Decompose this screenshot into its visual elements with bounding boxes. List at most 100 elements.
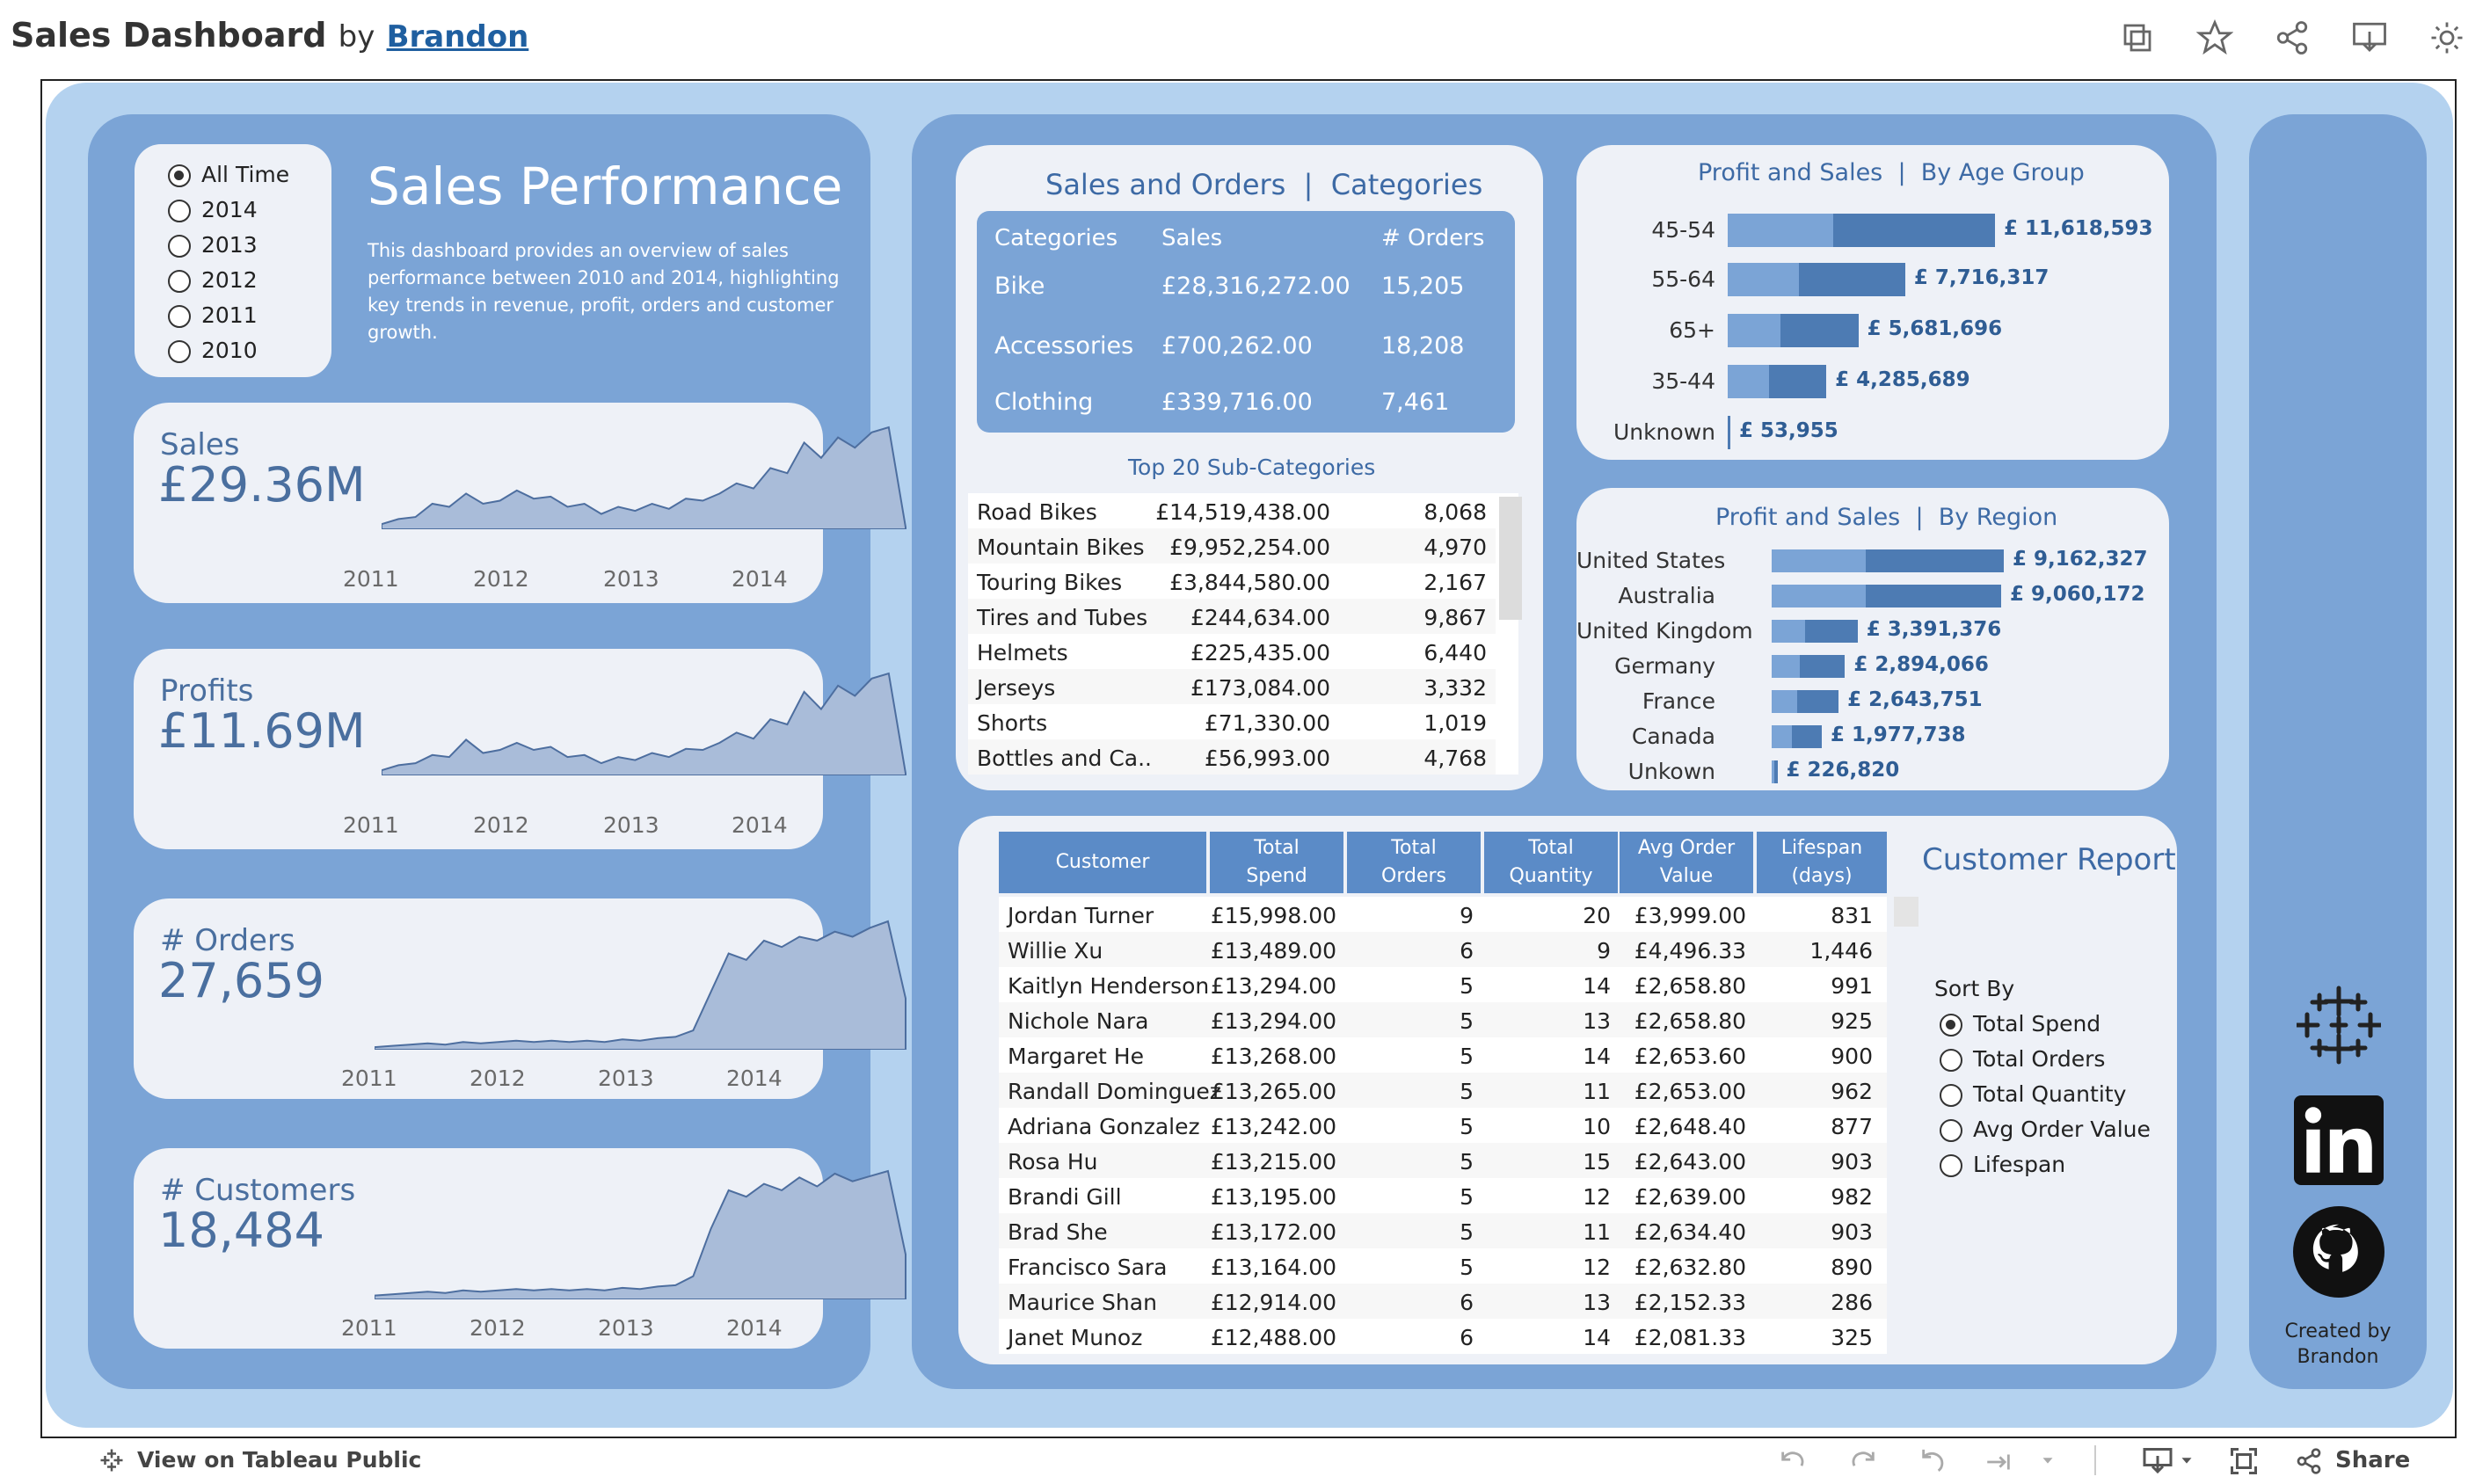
- header-text: Total: [1391, 837, 1437, 859]
- table-row[interactable]: Road Bikes £14,519,438.00 8,068: [968, 493, 1496, 528]
- download-icon[interactable]: [2351, 19, 2388, 56]
- table-cell: £13,265.00: [1210, 1079, 1336, 1104]
- sort-option[interactable]: Total Quantity: [1940, 1081, 2126, 1107]
- profit-bar[interactable]: [1772, 655, 1800, 678]
- sort-option[interactable]: Total Spend: [1940, 1011, 2100, 1037]
- filter-option[interactable]: 2011: [168, 302, 258, 328]
- table-cell: Francisco Sara: [1008, 1255, 1168, 1280]
- sort-option-label: Total Orders: [1973, 1046, 2106, 1072]
- table-cell: 925: [1831, 1008, 1873, 1034]
- column-header[interactable]: Total Spend: [1210, 832, 1343, 893]
- table-row[interactable]: Maurice Shan £12,914.00 6 13 £2,152.33 286: [999, 1284, 1887, 1319]
- column-header[interactable]: Lifespan (days): [1757, 832, 1887, 893]
- table-row[interactable]: Brad She £13,172.00 5 11 £2,634.40 903: [999, 1213, 1887, 1248]
- table-row[interactable]: Helmets £225,435.00 6,440: [968, 634, 1496, 669]
- table-row[interactable]: Rosa Hu £13,215.00 5 15 £2,643.00 903: [999, 1143, 1887, 1178]
- table-row[interactable]: Tires and Tubes £244,634.00 9,867: [968, 599, 1496, 634]
- column-header[interactable]: Avg Order Value: [1620, 832, 1753, 893]
- tableau-icon[interactable]: [2297, 983, 2381, 1067]
- sort-option[interactable]: Total Orders: [1940, 1046, 2105, 1072]
- revert-icon[interactable]: [1918, 1447, 1948, 1477]
- share-icon[interactable]: [2295, 1447, 2323, 1475]
- customer-report-title: Customer Report: [1922, 842, 2176, 877]
- profit-bar[interactable]: [1772, 585, 1866, 607]
- sparkline-chart: [375, 920, 906, 1050]
- table-cell: £2,639.00: [1634, 1184, 1746, 1210]
- table-row[interactable]: Shorts £71,330.00 1,019: [968, 704, 1496, 739]
- table-row[interactable]: Margaret He £13,268.00 5 14 £2,653.60 900: [999, 1037, 1887, 1073]
- table-row[interactable]: Kaitlyn Henderson £13,294.00 5 14 £2,658.80 9…: [999, 967, 1887, 1002]
- table-row[interactable]: Adriana Gonzalez £13,242.00 5 10 £2,648.40 87…: [999, 1108, 1887, 1143]
- axis-tick-label: 2011: [343, 566, 399, 592]
- sales-bar[interactable]: [1728, 416, 1730, 449]
- table-row[interactable]: Jordan Turner £15,998.00 9 20 £3,999.00 831: [999, 897, 1887, 932]
- filter-option[interactable]: 2014: [168, 197, 258, 222]
- table-row[interactable]: Accessories £700,262.00 18,208: [977, 332, 1515, 367]
- scrollbar[interactable]: [1499, 497, 1522, 620]
- column-header[interactable]: Total Quantity: [1484, 832, 1618, 893]
- scrollbar[interactable]: [1894, 897, 1918, 927]
- table-cell: £13,172.00: [1210, 1219, 1336, 1245]
- author-link[interactable]: Brandon: [386, 19, 529, 55]
- share-icon[interactable]: [2274, 19, 2311, 56]
- table-row[interactable]: Janet Munoz £12,488.00 6 14 £2,081.33 325: [999, 1319, 1887, 1354]
- table-cell: 11: [1583, 1079, 1611, 1104]
- table-row[interactable]: Clothing £339,716.00 7,461: [977, 389, 1515, 424]
- sort-option[interactable]: Lifespan: [1940, 1152, 2065, 1177]
- profit-bar[interactable]: [1772, 725, 1792, 748]
- table-row[interactable]: Francisco Sara £13,164.00 5 12 £2,632.80 890: [999, 1248, 1887, 1284]
- settings-icon[interactable]: [2428, 19, 2465, 56]
- linkedin-icon[interactable]: [2294, 1095, 2384, 1185]
- profit-bar[interactable]: [1728, 365, 1770, 398]
- filter-option[interactable]: All Time: [168, 162, 289, 187]
- refresh-icon[interactable]: [1984, 1447, 2013, 1477]
- chevron-down-icon[interactable]: [2177, 1451, 2196, 1470]
- bar-label: United States: [1576, 548, 1726, 573]
- table-row[interactable]: Bike £28,316,272.00 15,205: [977, 273, 1515, 308]
- profit-bar[interactable]: [1772, 760, 1774, 783]
- column-header[interactable]: Customer: [999, 832, 1206, 893]
- table-row[interactable]: Mountain Bikes £9,952,254.00 4,970: [968, 528, 1496, 564]
- axis-tick-label: 2012: [473, 566, 529, 592]
- column-header[interactable]: Total Orders: [1347, 832, 1481, 893]
- divider: [2094, 1445, 2096, 1475]
- table-row[interactable]: Jerseys £173,084.00 3,332: [968, 669, 1496, 704]
- profit-bar[interactable]: [1728, 314, 1781, 347]
- profit-bar[interactable]: [1728, 263, 1800, 296]
- bar-value-label: £ 9,060,172: [2010, 583, 2145, 606]
- filter-option[interactable]: 2013: [168, 232, 258, 258]
- chevron-down-icon[interactable]: [2038, 1451, 2057, 1470]
- download-icon[interactable]: [2142, 1445, 2173, 1477]
- table-cell: 6: [1460, 938, 1474, 964]
- undo-icon[interactable]: [1778, 1447, 1808, 1477]
- intro-heading: Sales Performance: [368, 156, 843, 216]
- table-row[interactable]: Brandi Gill £13,195.00 5 12 £2,639.00 982: [999, 1178, 1887, 1213]
- sales-bar[interactable]: [1772, 760, 1778, 783]
- table-cell: £12,488.00: [1210, 1325, 1336, 1350]
- profit-bar[interactable]: [1772, 690, 1797, 713]
- redo-icon[interactable]: [1848, 1447, 1878, 1477]
- star-icon[interactable]: [2196, 19, 2233, 56]
- table-row[interactable]: Bottles and Ca.. £56,993.00 4,768: [968, 739, 1496, 775]
- filter-option[interactable]: 2010: [168, 338, 258, 363]
- table-cell: £13,164.00: [1210, 1255, 1336, 1280]
- table-cell: £3,844,580.00: [1169, 570, 1330, 595]
- sort-option[interactable]: Avg Order Value: [1940, 1117, 2151, 1142]
- table-row[interactable]: Nichole Nara £13,294.00 5 13 £2,658.80 925: [999, 1002, 1887, 1037]
- github-icon[interactable]: [2293, 1206, 2384, 1298]
- profit-bar[interactable]: [1728, 214, 1834, 247]
- bar-label: Australia: [1618, 583, 1715, 608]
- profit-bar[interactable]: [1772, 620, 1805, 643]
- sparkline-chart: [375, 1169, 906, 1299]
- table-row[interactable]: Touring Bikes £3,844,580.00 2,167: [968, 564, 1496, 599]
- copy-icon[interactable]: [2119, 19, 2156, 56]
- table-cell: 325: [1831, 1325, 1873, 1350]
- bar-label: 55-64: [1651, 266, 1715, 292]
- fullscreen-icon[interactable]: [2228, 1445, 2260, 1477]
- table-row[interactable]: Willie Xu £13,489.00 6 9 £4,496.33 1,446: [999, 932, 1887, 967]
- share-button[interactable]: Share: [2335, 1447, 2411, 1473]
- table-row[interactable]: Randall Dominguez £13,265.00 5 11 £2,653.00 9…: [999, 1073, 1887, 1108]
- profit-bar[interactable]: [1772, 549, 1866, 572]
- view-on-tableau-link[interactable]: View on Tableau Public: [137, 1447, 422, 1473]
- filter-option[interactable]: 2012: [168, 267, 258, 293]
